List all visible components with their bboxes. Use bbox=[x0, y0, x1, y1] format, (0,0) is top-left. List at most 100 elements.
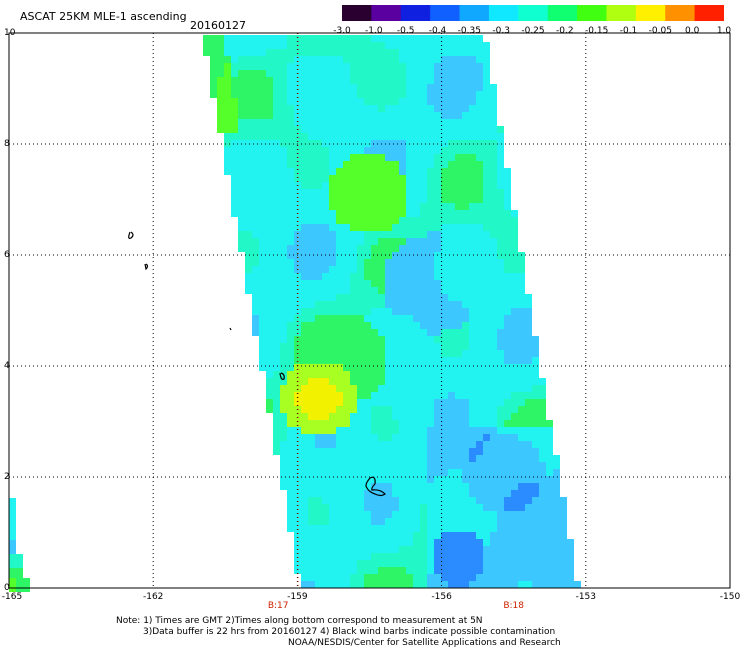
wind-cell bbox=[518, 322, 525, 329]
wind-cell bbox=[483, 392, 490, 399]
wind-cell bbox=[546, 581, 553, 588]
wind-cell bbox=[364, 539, 371, 546]
wind-cell bbox=[378, 259, 385, 266]
colorbar-label: -0.25 bbox=[521, 26, 545, 36]
wind-cell bbox=[392, 315, 399, 322]
wind-cell bbox=[413, 252, 420, 259]
wind-cell bbox=[392, 56, 399, 63]
wind-cell bbox=[469, 406, 476, 413]
wind-cell bbox=[413, 378, 420, 385]
wind-cell bbox=[392, 266, 399, 273]
wind-cell bbox=[238, 49, 245, 56]
wind-cell bbox=[518, 378, 525, 385]
wind-cell bbox=[308, 322, 315, 329]
wind-cell bbox=[371, 49, 378, 56]
wind-cell bbox=[420, 357, 427, 364]
wind-cell bbox=[259, 322, 266, 329]
wind-cell bbox=[399, 413, 406, 420]
wind-cell bbox=[308, 476, 315, 483]
wind-cell bbox=[378, 553, 385, 560]
wind-cell bbox=[329, 483, 336, 490]
note-line-2: 3)Data buffer is 22 hrs from 20160127 4)… bbox=[143, 627, 556, 637]
wind-cell bbox=[518, 413, 525, 420]
wind-cell bbox=[483, 413, 490, 420]
wind-cell bbox=[336, 126, 343, 133]
wind-cell bbox=[483, 511, 490, 518]
wind-cell bbox=[462, 301, 469, 308]
wind-cell bbox=[308, 84, 315, 91]
wind-cell bbox=[392, 154, 399, 161]
wind-cell bbox=[385, 343, 392, 350]
wind-cell bbox=[560, 567, 567, 574]
wind-cell bbox=[280, 70, 287, 77]
wind-cell bbox=[329, 259, 336, 266]
wind-cell bbox=[371, 196, 378, 203]
wind-cell bbox=[490, 210, 497, 217]
wind-cell bbox=[532, 539, 539, 546]
wind-cell bbox=[504, 203, 511, 210]
wind-cell bbox=[427, 301, 434, 308]
wind-cell bbox=[336, 154, 343, 161]
wind-cell bbox=[245, 280, 252, 287]
wind-cell bbox=[280, 175, 287, 182]
wind-cell bbox=[343, 413, 350, 420]
wind-cell bbox=[518, 455, 525, 462]
wind-cell bbox=[273, 252, 280, 259]
wind-cell bbox=[399, 476, 406, 483]
wind-cell bbox=[322, 322, 329, 329]
colorbar-label: -0.5 bbox=[396, 26, 415, 36]
wind-cell bbox=[364, 455, 371, 462]
wind-cell bbox=[245, 56, 252, 63]
wind-cell bbox=[329, 161, 336, 168]
wind-cell bbox=[287, 210, 294, 217]
wind-cell bbox=[553, 553, 560, 560]
wind-cell bbox=[301, 364, 308, 371]
wind-cell bbox=[259, 287, 266, 294]
wind-cell bbox=[364, 70, 371, 77]
wind-cell bbox=[490, 532, 497, 539]
wind-cell bbox=[350, 203, 357, 210]
wind-cell bbox=[518, 399, 525, 406]
wind-cell bbox=[399, 168, 406, 175]
wind-cell bbox=[329, 511, 336, 518]
wind-cell bbox=[490, 189, 497, 196]
wind-cell bbox=[462, 175, 469, 182]
wind-cell bbox=[357, 560, 364, 567]
wind-cell bbox=[238, 126, 245, 133]
wind-cell bbox=[399, 448, 406, 455]
wind-cell bbox=[336, 518, 343, 525]
wind-cell bbox=[385, 140, 392, 147]
wind-cell bbox=[238, 42, 245, 49]
wind-cell bbox=[448, 490, 455, 497]
wind-cell bbox=[392, 231, 399, 238]
colorbar-label: -0.35 bbox=[457, 26, 481, 36]
wind-cell bbox=[266, 280, 273, 287]
wind-cell bbox=[406, 35, 413, 42]
wind-cell bbox=[525, 427, 532, 434]
wind-cell bbox=[350, 469, 357, 476]
wind-cell bbox=[399, 119, 406, 126]
wind-cell bbox=[427, 462, 434, 469]
wind-cell bbox=[483, 231, 490, 238]
wind-cell bbox=[490, 203, 497, 210]
wind-cell bbox=[385, 273, 392, 280]
wind-cell bbox=[427, 490, 434, 497]
wind-cell bbox=[350, 112, 357, 119]
wind-cell bbox=[483, 63, 490, 70]
wind-cell bbox=[420, 574, 427, 581]
wind-cell bbox=[371, 567, 378, 574]
wind-cell bbox=[476, 476, 483, 483]
wind-cell bbox=[406, 532, 413, 539]
wind-cell bbox=[413, 399, 420, 406]
wind-cell bbox=[378, 294, 385, 301]
wind-cell bbox=[343, 539, 350, 546]
wind-cell bbox=[287, 259, 294, 266]
wind-cell bbox=[413, 343, 420, 350]
wind-cell bbox=[511, 483, 518, 490]
wind-cell bbox=[392, 364, 399, 371]
wind-cell bbox=[553, 546, 560, 553]
wind-cell bbox=[329, 315, 336, 322]
wind-cell bbox=[441, 392, 448, 399]
wind-cell bbox=[455, 294, 462, 301]
wind-cell bbox=[476, 245, 483, 252]
